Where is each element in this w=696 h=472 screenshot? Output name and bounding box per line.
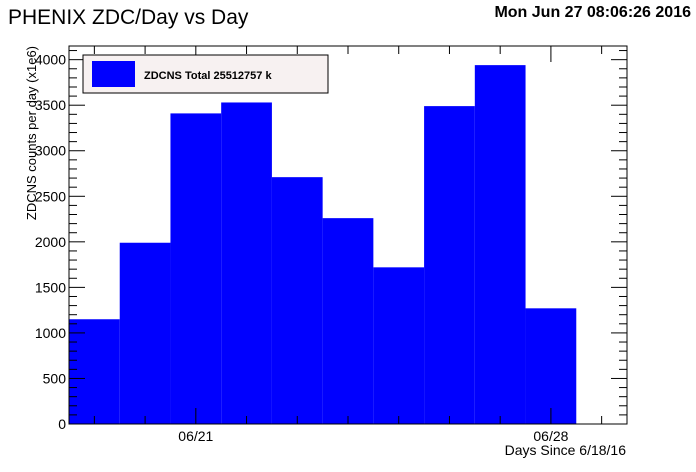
y-tick-label: 1500	[35, 279, 66, 295]
y-tick-label: 3000	[35, 143, 66, 159]
y-tick-label: 1000	[35, 325, 66, 341]
legend: ZDCNS Total 25512757 k	[82, 54, 329, 94]
bar	[525, 308, 577, 424]
legend-swatch	[92, 61, 135, 87]
bar	[221, 102, 272, 424]
y-tick-label: 3500	[35, 97, 66, 113]
bar	[271, 177, 323, 424]
bar	[424, 106, 475, 424]
legend-label: ZDCNS Total 25512757 k	[144, 70, 272, 82]
bar	[322, 218, 374, 424]
bar	[373, 267, 425, 424]
bar	[119, 242, 171, 424]
y-axis-label: ZDCNS counts per day (x1e6)	[24, 46, 39, 220]
x-tick-label: 06/28	[533, 428, 568, 444]
bar	[170, 113, 222, 425]
y-tick-label: 4000	[35, 52, 66, 68]
x-tick-label: 06/21	[178, 428, 213, 444]
bars	[69, 65, 577, 425]
bar	[474, 65, 526, 424]
y-tick-label: 0	[58, 416, 66, 432]
y-axis: 0 500 1000 1500 2000 2500 3000 3500 4000	[35, 50, 627, 432]
y-tick-label: 2500	[35, 188, 66, 204]
x-axis-label: Days Since 6/18/16	[505, 442, 627, 458]
chart-title: PHENIX ZDC/Day vs Day	[8, 6, 249, 29]
timestamp: Mon Jun 27 08:06:26 2016	[494, 4, 691, 21]
bar	[69, 319, 120, 424]
y-tick-label: 500	[43, 370, 67, 386]
y-tick-label: 2000	[35, 234, 66, 250]
